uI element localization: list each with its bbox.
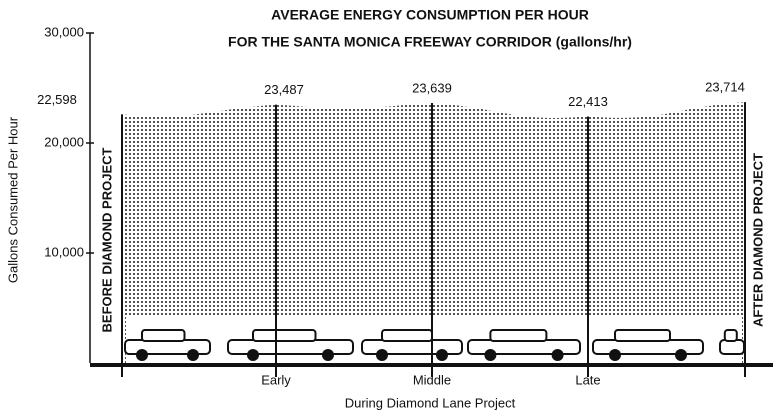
car-body [592, 339, 704, 355]
car-wheel [484, 349, 497, 361]
category-label: BEFORE DIAMOND PROJECT [99, 147, 114, 332]
x-tick-label: Late [575, 372, 600, 387]
car-wheel [551, 349, 564, 361]
car-wheel [675, 349, 687, 361]
value-label: 23,487 [264, 82, 304, 97]
car-wheel [187, 349, 199, 361]
car-cabin [141, 329, 186, 342]
car-wheel [322, 349, 334, 361]
car-wheel [376, 349, 388, 361]
x-tick-label: Middle [413, 372, 451, 387]
car-body [227, 339, 354, 355]
category-label: AFTER DIAMOND PROJECT [750, 153, 765, 327]
x-axis-label: During Diamond Lane Project [345, 395, 516, 410]
car-wheel [436, 349, 448, 361]
y-tick-label: 10,000 [44, 244, 84, 259]
car-wheel [247, 349, 259, 361]
value-label: 22,598 [37, 92, 77, 107]
car-cabin [489, 329, 548, 342]
chart-title: AVERAGE ENERGY CONSUMPTION PER HOUR [271, 7, 589, 23]
chart-subtitle: FOR THE SANTA MONICA FREEWAY CORRIDOR (g… [228, 34, 632, 50]
car-cabin [614, 329, 671, 342]
car-cabin [723, 329, 738, 342]
value-label: 23,714 [705, 80, 745, 95]
car-cabin [252, 329, 317, 342]
y-axis-label: Gallons Consumed Per Hour [5, 116, 20, 283]
car-wheel [136, 349, 148, 361]
value-label: 23,639 [412, 80, 452, 95]
car-body [467, 339, 581, 355]
y-tick-label: 30,000 [44, 24, 84, 39]
value-label: 22,413 [568, 94, 608, 109]
y-tick-label: 20,000 [44, 134, 84, 149]
car-body [719, 339, 745, 355]
car-wheel [609, 349, 621, 361]
x-tick-label: Early [261, 372, 291, 387]
area [122, 102, 745, 364]
car-cabin [381, 329, 433, 342]
